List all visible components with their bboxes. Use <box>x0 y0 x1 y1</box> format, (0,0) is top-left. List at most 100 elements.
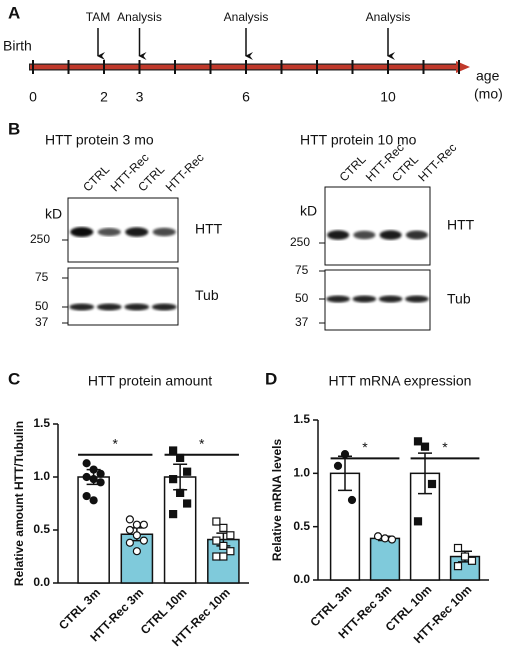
band <box>125 227 149 237</box>
y-tick-label: 1.0 <box>293 466 310 480</box>
data-point <box>183 499 192 508</box>
band <box>96 303 122 311</box>
blot-title: HTT protein 10 mo <box>300 132 417 148</box>
lane-label: CTRL <box>80 162 112 194</box>
significance-label: * <box>362 439 368 455</box>
kd-marker: 75 <box>35 270 49 284</box>
lane-label: HTT-Rec <box>415 141 459 185</box>
data-point <box>139 536 148 545</box>
data-point <box>89 496 98 505</box>
data-point <box>169 510 178 519</box>
unit-label: kD <box>300 203 317 219</box>
band-label: HTT <box>195 221 223 237</box>
y-tick-label: 0.5 <box>33 522 50 536</box>
data-point <box>132 520 141 529</box>
kd-marker: 75 <box>295 263 309 277</box>
band <box>352 295 377 303</box>
blot-box <box>67 267 179 326</box>
data-point <box>125 538 134 547</box>
band <box>151 303 177 311</box>
band <box>70 227 94 237</box>
blot-box <box>324 186 431 266</box>
panel-label: D <box>265 369 277 388</box>
timeline-tick-label: 3 <box>136 89 144 105</box>
data-point <box>453 543 463 553</box>
significance-label: * <box>199 435 205 451</box>
band-label: Tub <box>195 287 219 303</box>
band <box>69 303 95 311</box>
data-point <box>82 472 91 482</box>
data-point <box>420 442 430 451</box>
data-point <box>169 475 178 484</box>
bar <box>369 537 401 581</box>
band <box>326 295 350 303</box>
timeline-tick-label: 2 <box>100 89 108 105</box>
significance-label: * <box>113 435 119 451</box>
data-point <box>212 536 221 545</box>
kd-marker: 250 <box>30 232 50 246</box>
data-point <box>139 520 148 529</box>
data-point <box>460 552 470 561</box>
data-point <box>169 446 178 455</box>
axis-unit: (mo) <box>474 86 503 102</box>
chart-title: HTT protein amount <box>88 373 212 389</box>
kd-marker: 37 <box>295 315 309 329</box>
lane-label: CTRL <box>337 152 369 184</box>
data-point <box>125 515 134 524</box>
significance-label: * <box>442 439 448 455</box>
data-point <box>82 459 91 468</box>
data-point <box>453 562 463 571</box>
data-point <box>219 541 228 551</box>
y-axis-label: Relative mRNA levels <box>270 439 284 562</box>
y-tick-label: 0.0 <box>33 575 50 589</box>
chart-title: HTT mRNA expression <box>329 373 472 389</box>
panel-label: C <box>8 369 20 388</box>
band <box>124 303 150 311</box>
data-point <box>413 437 423 446</box>
timeline-tick-label: 10 <box>380 89 396 105</box>
y-tick-label: 0.0 <box>293 572 310 586</box>
error-bar <box>418 452 432 495</box>
timeline-tick-label: 6 <box>242 89 250 105</box>
panel-label: B <box>8 119 20 138</box>
data-point <box>96 478 105 487</box>
band <box>405 230 428 240</box>
band <box>327 230 350 240</box>
data-point <box>219 552 228 561</box>
blot-title: HTT protein 3 mo <box>45 132 154 148</box>
event-label: TAM <box>86 10 110 24</box>
bar <box>77 476 110 584</box>
start-label: Birth <box>3 38 32 54</box>
data-point <box>333 461 343 470</box>
data-point <box>89 475 98 484</box>
data-point <box>347 495 357 505</box>
band <box>405 295 429 303</box>
data-point <box>387 535 397 544</box>
y-tick-label: 1.5 <box>293 412 310 426</box>
y-tick-label: 0.5 <box>293 519 310 533</box>
data-point <box>125 525 134 535</box>
unit-label: kD <box>45 206 62 222</box>
kd-marker: 50 <box>295 291 309 305</box>
data-point <box>219 523 228 532</box>
data-point <box>226 531 235 540</box>
kd-marker: 250 <box>290 235 310 249</box>
data-point <box>183 467 192 476</box>
data-point <box>82 491 91 501</box>
data-point <box>212 517 221 526</box>
timeline-tick-label: 0 <box>29 89 37 105</box>
event-label: Analysis <box>117 10 162 24</box>
band <box>353 230 376 240</box>
data-point <box>212 552 221 561</box>
y-tick-label: 1.0 <box>33 469 50 483</box>
band <box>152 227 176 237</box>
band <box>378 295 403 303</box>
data-point <box>373 532 383 541</box>
event-label: Analysis <box>224 10 269 24</box>
data-point <box>176 488 185 497</box>
y-axis-label: Relative amount HTT/Tubulin <box>12 421 26 586</box>
band <box>97 227 121 237</box>
data-point <box>413 517 423 526</box>
